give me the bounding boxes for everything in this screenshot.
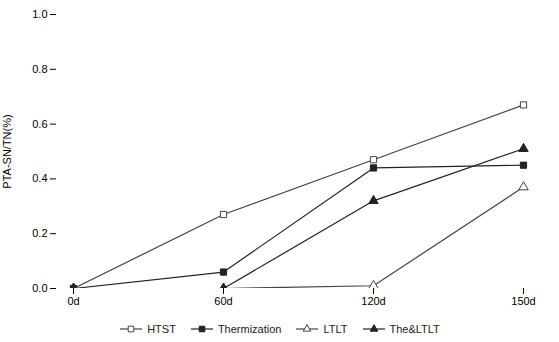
html-text:HTST: HTST xyxy=(147,323,176,335)
svg-text:60d: 60d xyxy=(214,295,232,307)
html-text:LTLT: LTLT xyxy=(323,323,348,335)
svg-text:0.0: 0.0 xyxy=(32,282,47,294)
svg-text:0.8: 0.8 xyxy=(32,63,47,75)
svg-text:150d: 150d xyxy=(511,295,535,307)
html-text:The&LTLT: The&LTLT xyxy=(389,323,440,335)
svg-text:120d: 120d xyxy=(361,295,385,307)
svg-text:0.2: 0.2 xyxy=(32,227,47,239)
svg-text:0d: 0d xyxy=(67,295,79,307)
svg-text:0.4: 0.4 xyxy=(32,172,47,184)
html-text:Thermization: Thermization xyxy=(217,323,282,335)
svg-text:1.0: 1.0 xyxy=(32,8,47,20)
svg-text:PTA-SN/TN(%): PTA-SN/TN(%) xyxy=(1,114,13,188)
svg-text:0.6: 0.6 xyxy=(32,118,47,130)
